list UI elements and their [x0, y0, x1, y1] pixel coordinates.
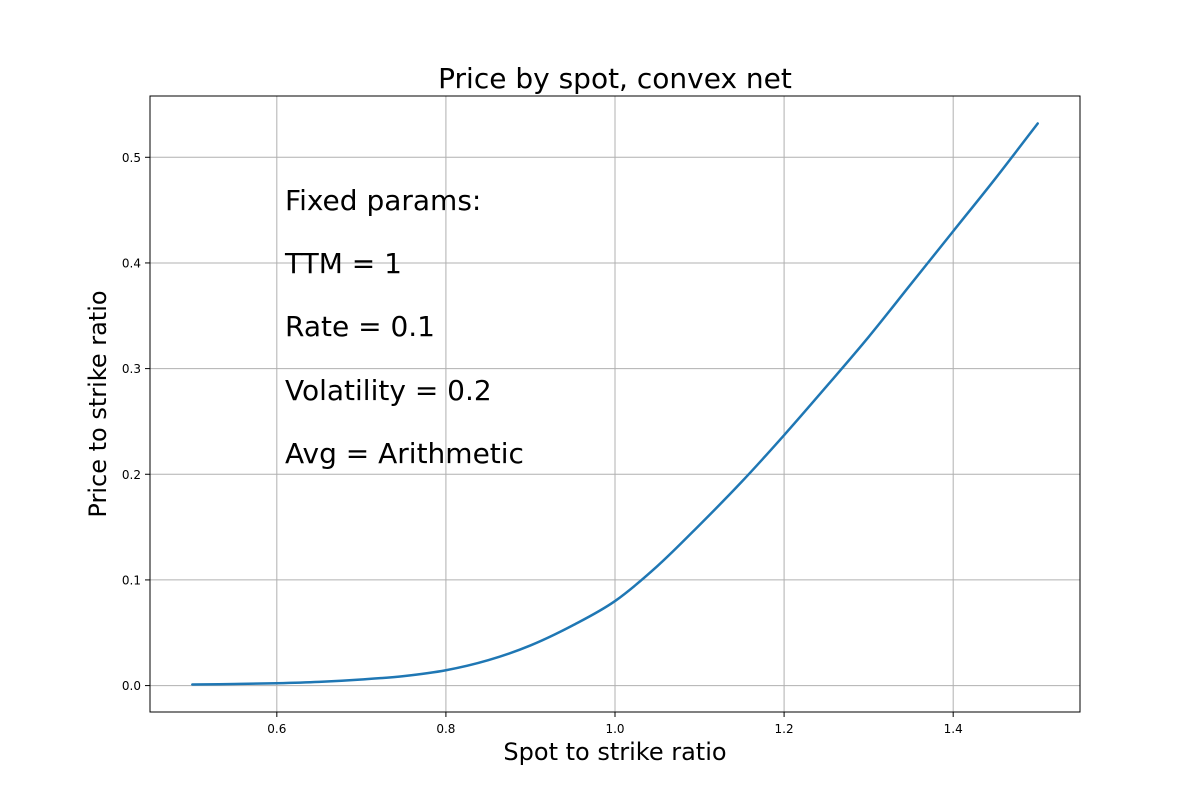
- params-annotation: Fixed params: TTM = 1 Rate = 0.1 Volatil…: [284, 184, 524, 470]
- y-tick-label: 0.1: [122, 573, 141, 587]
- annotation-header: Fixed params:: [285, 184, 481, 217]
- x-tick-label: 1.0: [605, 722, 624, 736]
- y-tick-label: 0.4: [122, 256, 141, 270]
- ticks: 0.6 0.8 1.0 1.2 1.4 0.0 0.1 0.2 0.3 0.4 0.5: [122, 151, 963, 736]
- annotation-ttm: TTM = 1: [284, 247, 402, 280]
- y-tick-label: 0.3: [122, 362, 141, 376]
- x-tick-label: 0.8: [436, 722, 455, 736]
- annotation-rate: Rate = 0.1: [285, 310, 435, 343]
- y-tick-label: 0.2: [122, 468, 141, 482]
- y-tick-label: 0.0: [122, 679, 141, 693]
- annotation-avg: Avg = Arithmetic: [285, 437, 524, 470]
- price-curve: [191, 122, 1039, 686]
- y-axis-label: Price to strike ratio: [84, 290, 112, 517]
- chart-title: Price by spot, convex net: [438, 62, 792, 95]
- annotation-volatility: Volatility = 0.2: [285, 374, 492, 407]
- x-tick-label: 1.2: [775, 722, 794, 736]
- x-axis-label: Spot to strike ratio: [503, 738, 726, 766]
- grid-lines: [150, 96, 1080, 712]
- x-tick-label: 1.4: [944, 722, 963, 736]
- y-tick-label: 0.5: [122, 151, 141, 165]
- x-tick-label: 0.6: [267, 722, 286, 736]
- series-layer: [191, 122, 1039, 686]
